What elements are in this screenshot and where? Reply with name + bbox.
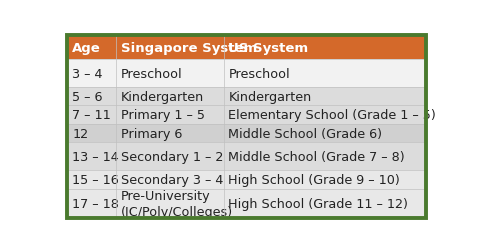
- Text: Age: Age: [72, 42, 101, 54]
- Bar: [67, 171, 426, 189]
- Bar: [67, 60, 426, 88]
- Text: Primary 6: Primary 6: [120, 127, 182, 140]
- Text: Middle School (Grade 7 – 8): Middle School (Grade 7 – 8): [228, 150, 405, 163]
- Text: 7 – 11: 7 – 11: [72, 109, 111, 122]
- Text: High School (Grade 9 – 10): High School (Grade 9 – 10): [228, 173, 400, 186]
- Bar: [67, 36, 426, 60]
- Text: Kindergarten: Kindergarten: [120, 90, 204, 103]
- Text: US System: US System: [228, 42, 308, 54]
- Bar: [67, 124, 426, 143]
- Text: 15 – 16: 15 – 16: [72, 173, 119, 186]
- Bar: [67, 88, 426, 106]
- Text: High School (Grade 11 – 12): High School (Grade 11 – 12): [228, 197, 408, 210]
- Text: Secondary 3 – 4: Secondary 3 – 4: [120, 173, 223, 186]
- Text: 5 – 6: 5 – 6: [72, 90, 103, 103]
- Text: Middle School (Grade 6): Middle School (Grade 6): [228, 127, 382, 140]
- Text: 3 – 4: 3 – 4: [72, 67, 103, 80]
- Text: Kindergarten: Kindergarten: [228, 90, 312, 103]
- Text: Preschool: Preschool: [228, 67, 290, 80]
- Bar: [67, 106, 426, 124]
- Text: Elementary School (Grade 1 – 5): Elementary School (Grade 1 – 5): [228, 109, 436, 122]
- Text: 13 – 14: 13 – 14: [72, 150, 119, 163]
- Text: 12: 12: [72, 127, 88, 140]
- Text: Primary 1 – 5: Primary 1 – 5: [120, 109, 204, 122]
- Text: Secondary 1 – 2: Secondary 1 – 2: [120, 150, 223, 163]
- Text: Pre-University
(JC/Poly/Colleges): Pre-University (JC/Poly/Colleges): [120, 190, 233, 218]
- Text: 17 – 18: 17 – 18: [72, 197, 119, 210]
- Text: Singapore System: Singapore System: [120, 42, 257, 54]
- Bar: [67, 143, 426, 171]
- Text: Preschool: Preschool: [120, 67, 182, 80]
- Bar: [67, 189, 426, 218]
